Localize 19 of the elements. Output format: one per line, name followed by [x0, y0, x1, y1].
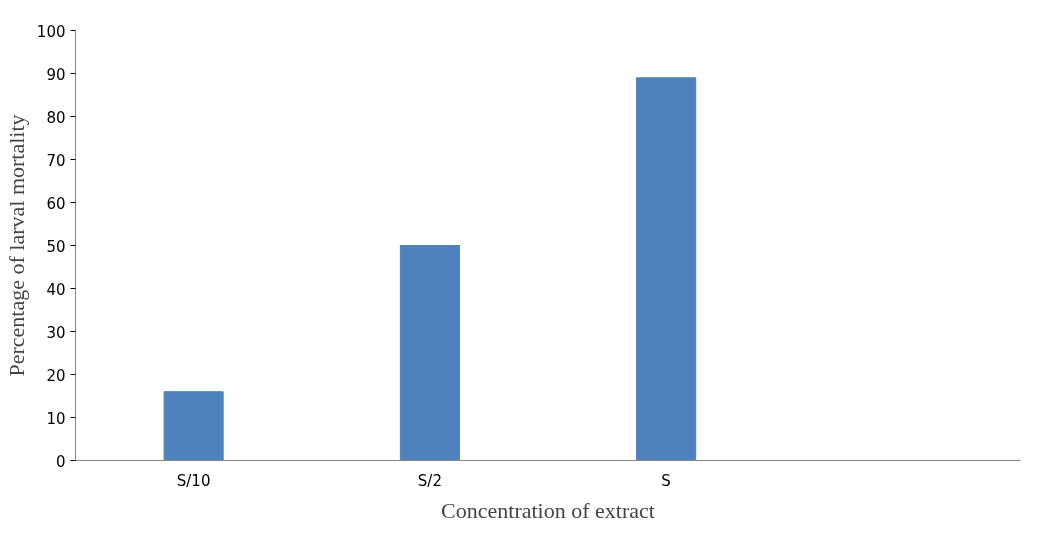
bar: [163, 391, 224, 461]
y-tick-label: 80: [46, 108, 66, 127]
y-tick-label: 20: [46, 366, 66, 385]
x-tick-label: S/10: [176, 471, 211, 490]
y-tick-label: 10: [46, 409, 66, 428]
y-tick-label: 40: [46, 280, 66, 299]
bar: [636, 77, 697, 461]
bar: [399, 245, 460, 461]
y-tick-label: 60: [46, 194, 66, 213]
y-tick-label: 30: [46, 323, 66, 342]
y-tick-label: 100: [36, 22, 66, 41]
y-tick-label: 70: [46, 151, 66, 170]
y-tick-label: 90: [46, 65, 66, 84]
x-axis-title: Concentration of extract: [441, 497, 655, 523]
y-tick-label: 0: [55, 452, 66, 471]
x-tick-label: S/2: [417, 471, 442, 490]
y-tick-label: 50: [46, 237, 66, 256]
x-tick-label: S: [661, 471, 671, 490]
y-axis-title: Percentage of larval mortality: [3, 114, 29, 377]
